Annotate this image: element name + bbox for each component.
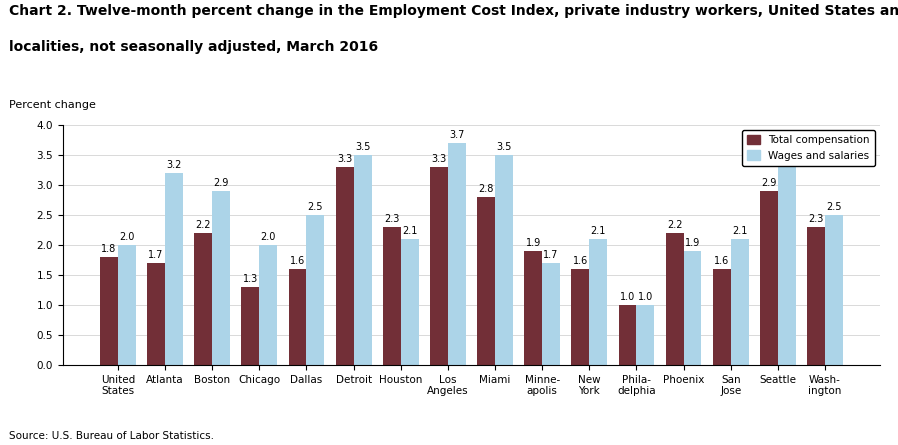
- Text: Source: U.S. Bureau of Labor Statistics.: Source: U.S. Bureau of Labor Statistics.: [9, 431, 214, 441]
- Text: 2.0: 2.0: [119, 232, 135, 242]
- Text: 1.6: 1.6: [714, 256, 729, 266]
- Bar: [212, 190, 230, 365]
- Text: 2.3: 2.3: [808, 214, 823, 224]
- Text: 1.6: 1.6: [290, 256, 305, 266]
- Bar: [807, 227, 825, 365]
- Text: 1.9: 1.9: [525, 238, 541, 248]
- Bar: [100, 257, 118, 365]
- Bar: [731, 239, 749, 365]
- Text: 2.0: 2.0: [260, 232, 276, 242]
- Legend: Total compensation, Wages and salaries: Total compensation, Wages and salaries: [742, 130, 875, 166]
- Text: 2.9: 2.9: [214, 178, 229, 188]
- Bar: [683, 251, 701, 365]
- Bar: [713, 269, 731, 365]
- Text: 1.8: 1.8: [101, 244, 117, 254]
- Bar: [147, 263, 165, 365]
- Text: 2.5: 2.5: [308, 202, 323, 212]
- Bar: [778, 155, 796, 365]
- Text: Chart 2. Twelve-month percent change in the Employment Cost Index, private indus: Chart 2. Twelve-month percent change in …: [9, 4, 898, 18]
- Text: 1.9: 1.9: [685, 238, 700, 248]
- Bar: [383, 227, 401, 365]
- Text: 3.3: 3.3: [431, 154, 446, 164]
- Text: 2.5: 2.5: [826, 202, 841, 212]
- Text: 2.1: 2.1: [591, 226, 606, 236]
- Bar: [589, 239, 607, 365]
- Bar: [760, 190, 778, 365]
- Bar: [306, 214, 324, 365]
- Bar: [354, 155, 372, 365]
- Bar: [637, 305, 655, 365]
- Text: 1.3: 1.3: [242, 274, 258, 284]
- Bar: [401, 239, 418, 365]
- Text: 3.7: 3.7: [449, 129, 464, 140]
- Text: 3.5: 3.5: [497, 142, 512, 152]
- Bar: [825, 214, 843, 365]
- Bar: [448, 142, 466, 365]
- Bar: [524, 251, 542, 365]
- Bar: [430, 167, 448, 365]
- Bar: [495, 155, 513, 365]
- Bar: [542, 263, 560, 365]
- Text: 1.0: 1.0: [638, 292, 653, 302]
- Text: 3.2: 3.2: [166, 160, 181, 170]
- Bar: [118, 245, 136, 365]
- Text: 3.3: 3.3: [337, 154, 352, 164]
- Text: localities, not seasonally adjusted, March 2016: localities, not seasonally adjusted, Mar…: [9, 40, 378, 54]
- Bar: [194, 233, 212, 365]
- Bar: [336, 167, 354, 365]
- Text: 2.9: 2.9: [762, 178, 777, 188]
- Bar: [165, 173, 183, 365]
- Text: 2.2: 2.2: [667, 220, 682, 230]
- Bar: [665, 233, 683, 365]
- Text: 1.6: 1.6: [573, 256, 588, 266]
- Text: 2.2: 2.2: [196, 220, 211, 230]
- Text: 2.8: 2.8: [479, 184, 494, 194]
- Bar: [288, 269, 306, 365]
- Bar: [477, 197, 495, 365]
- Bar: [619, 305, 637, 365]
- Text: 2.1: 2.1: [402, 226, 418, 236]
- Text: 1.0: 1.0: [620, 292, 635, 302]
- Text: 2.1: 2.1: [732, 226, 747, 236]
- Text: 3.5: 3.5: [355, 142, 370, 152]
- Text: 1.7: 1.7: [543, 250, 559, 260]
- Text: 2.3: 2.3: [384, 214, 400, 224]
- Text: 3.5: 3.5: [779, 142, 795, 152]
- Text: Percent change: Percent change: [9, 100, 96, 110]
- Text: 1.7: 1.7: [148, 250, 163, 260]
- Bar: [242, 287, 260, 365]
- Bar: [571, 269, 589, 365]
- Bar: [260, 245, 277, 365]
